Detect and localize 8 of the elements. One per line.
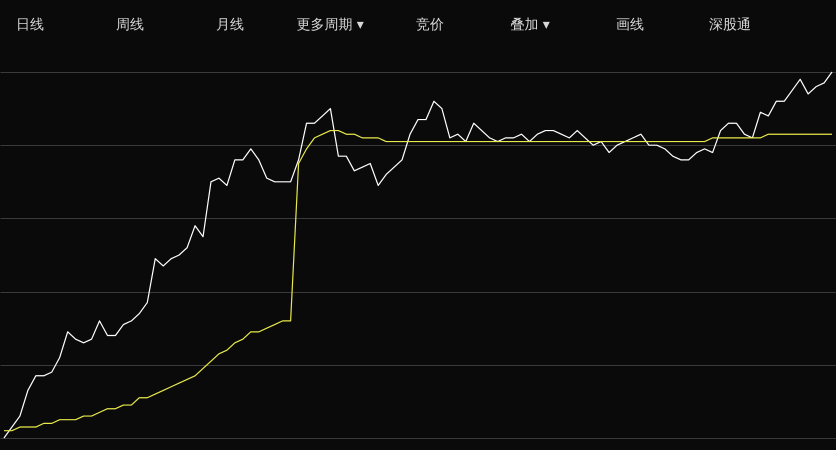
text: 周线	[116, 17, 144, 33]
text: 日线	[16, 17, 44, 33]
text: 画线	[616, 17, 644, 33]
text: 深股通	[709, 17, 751, 33]
text: 叠加 ▾	[510, 17, 550, 33]
text: 月线	[216, 17, 244, 33]
text: 更多周期 ▾	[296, 17, 364, 33]
text: 竞价	[416, 17, 444, 33]
